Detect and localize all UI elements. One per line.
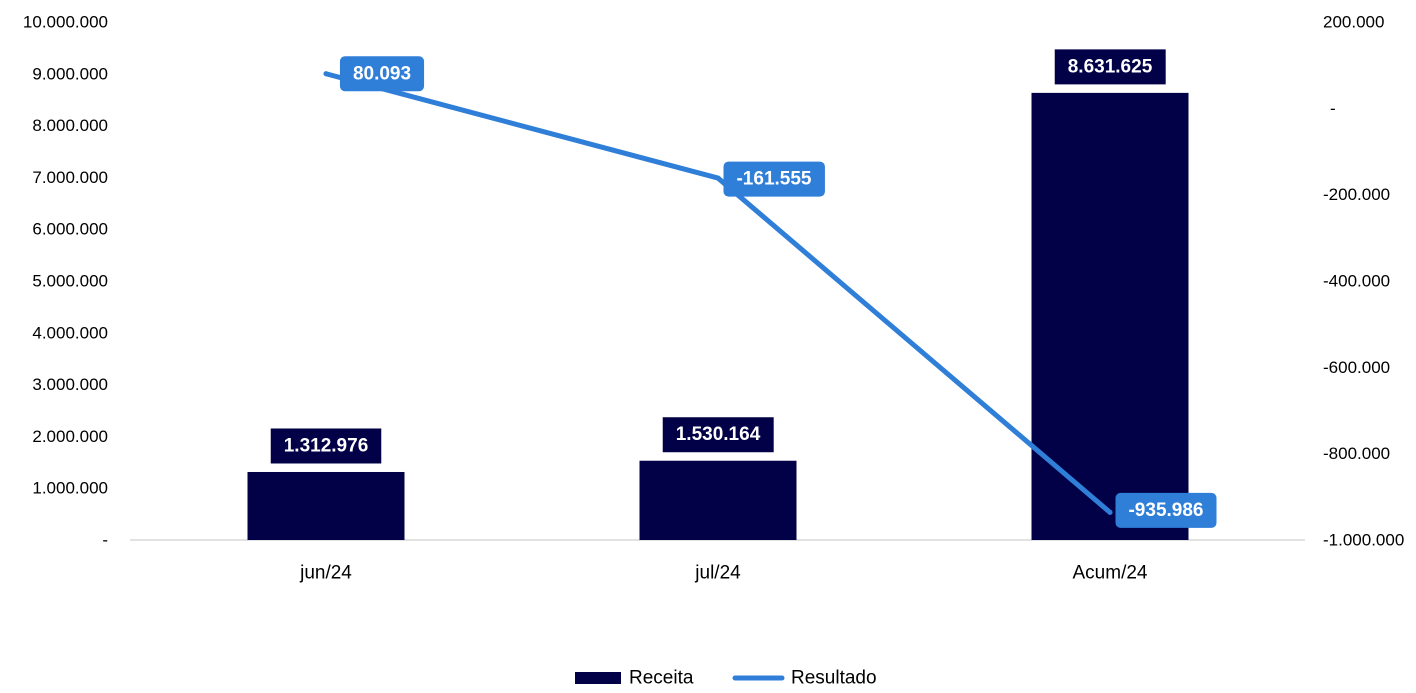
y-right-tick-label: - bbox=[1330, 99, 1336, 118]
y-right-tick-label: -200.000 bbox=[1323, 185, 1390, 204]
y-left-tick-label: 2.000.000 bbox=[32, 427, 108, 446]
line-data-label: -935.986 bbox=[1128, 500, 1203, 521]
y-left-tick-label: 7.000.000 bbox=[32, 168, 108, 187]
bar-data-label-box bbox=[270, 428, 382, 464]
y-right-tick-label: -800.000 bbox=[1323, 444, 1390, 463]
line-data-label-box bbox=[339, 56, 425, 92]
y-left-tick-label: 10.000.000 bbox=[23, 13, 108, 32]
x-tick-label: jun/24 bbox=[299, 563, 352, 584]
y-right-tick-label: -1.000.000 bbox=[1323, 531, 1404, 550]
y-left-tick-label: 9.000.000 bbox=[32, 64, 108, 83]
legend-swatch-receita bbox=[575, 672, 621, 684]
legend-label-resultado: Resultado bbox=[791, 668, 877, 689]
bar-data-label-box bbox=[1054, 49, 1166, 85]
y-right-tick-label: 200.000 bbox=[1323, 13, 1384, 32]
line-data-label: -161.555 bbox=[736, 169, 811, 190]
y-left-tick-label: 5.000.000 bbox=[32, 272, 108, 291]
bar-data-label: 1.530.164 bbox=[676, 424, 761, 445]
y-left-tick-label: 6.000.000 bbox=[32, 220, 108, 239]
line-data-label-box bbox=[1115, 492, 1217, 528]
line-data-label-box bbox=[723, 161, 825, 197]
legend-label-receita: Receita bbox=[629, 668, 694, 689]
bar-receita bbox=[639, 460, 797, 540]
line-data-label: 80.093 bbox=[353, 63, 411, 84]
y-left-tick-label: - bbox=[102, 531, 108, 550]
x-tick-label: Acum/24 bbox=[1073, 563, 1148, 584]
bar-data-label: 1.312.976 bbox=[284, 435, 369, 456]
bar-data-label: 8.631.625 bbox=[1068, 56, 1153, 77]
y-right-tick-label: -600.000 bbox=[1323, 358, 1390, 377]
line-point-resultado bbox=[323, 71, 329, 77]
y-left-tick-label: 3.000.000 bbox=[32, 375, 108, 394]
y-right-tick-label: -400.000 bbox=[1323, 272, 1390, 291]
y-left-tick-label: 8.000.000 bbox=[32, 116, 108, 135]
bar-receita bbox=[247, 471, 405, 540]
bar-receita bbox=[1031, 92, 1189, 540]
bar-data-label-box bbox=[662, 417, 774, 453]
y-left-tick-label: 4.000.000 bbox=[32, 323, 108, 342]
line-point-resultado bbox=[1107, 509, 1113, 515]
line-point-resultado bbox=[715, 175, 721, 181]
y-left-tick-label: 1.000.000 bbox=[32, 479, 108, 498]
x-tick-label: jul/24 bbox=[694, 563, 741, 584]
